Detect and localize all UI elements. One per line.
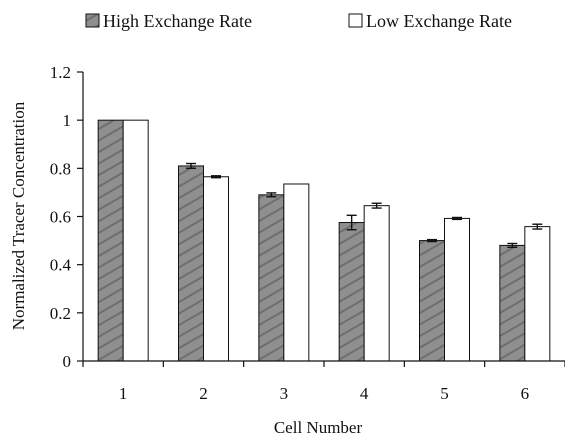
y-tick-label-0: 0 bbox=[63, 352, 72, 371]
x-tick-label-6: 6 bbox=[521, 384, 530, 403]
legend: High Exchange Rate Low Exchange Rate bbox=[85, 11, 512, 31]
legend-label-high: High Exchange Rate bbox=[103, 11, 252, 31]
x-tick-label-1: 1 bbox=[119, 384, 128, 403]
y-tick-label-0.2: 0.2 bbox=[50, 304, 71, 323]
y-tick-label-0.4: 0.4 bbox=[50, 256, 72, 275]
y-tick-label-1.2: 1.2 bbox=[50, 63, 71, 82]
y-tick-label-0.6: 0.6 bbox=[50, 208, 71, 227]
bar-high-cell-6 bbox=[499, 244, 526, 362]
bar-high-cell-3 bbox=[258, 194, 285, 362]
legend-swatch-high bbox=[85, 13, 100, 28]
x-tick-label-2: 2 bbox=[199, 384, 208, 403]
y-tick-label-1: 1 bbox=[63, 111, 72, 130]
y-axis-title: Normalized Tracer Concentration bbox=[9, 101, 28, 330]
x-tick-label-4: 4 bbox=[360, 384, 369, 403]
bar-low-cell-5 bbox=[444, 217, 470, 362]
legend-swatch-low bbox=[348, 13, 363, 28]
x-tick-label-5: 5 bbox=[440, 384, 449, 403]
plot-area: 0 0.2 0.4 0.6 0.8 1 1.2 1 2 3 4 5 6 bbox=[50, 63, 565, 403]
x-tick-label-3: 3 bbox=[280, 384, 289, 403]
bar-low-cell-4 bbox=[363, 205, 390, 362]
bar-low-cell-3 bbox=[283, 183, 310, 362]
bar-low-cell-1 bbox=[122, 119, 149, 362]
bar-low-cell-2 bbox=[203, 176, 229, 362]
bar-high-cell-2 bbox=[178, 165, 204, 362]
y-tick-label-0.8: 0.8 bbox=[50, 159, 71, 178]
bar-high-cell-5 bbox=[419, 240, 445, 362]
x-axis-title: Cell Number bbox=[274, 418, 363, 436]
bar-high-cell-1 bbox=[97, 119, 124, 362]
bar-low-cell-6 bbox=[524, 226, 551, 362]
legend-label-low: Low Exchange Rate bbox=[366, 11, 512, 31]
bar-high-cell-4 bbox=[338, 222, 365, 362]
